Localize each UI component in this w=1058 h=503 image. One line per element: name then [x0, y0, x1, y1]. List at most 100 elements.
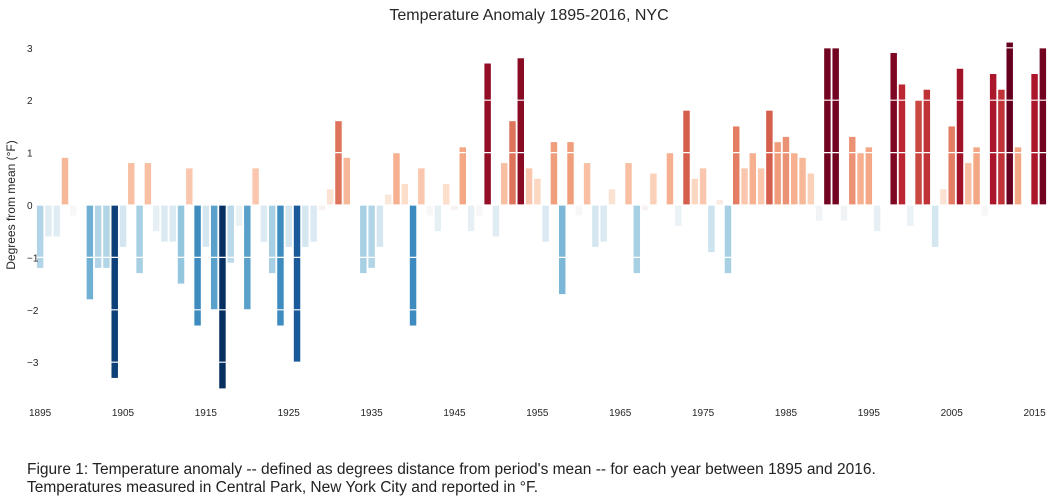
x-tick-label: 1965	[609, 408, 632, 419]
figure-caption: Figure 1: Temperature anomaly -- defined…	[27, 461, 1047, 497]
bar-1947	[467, 205, 475, 232]
y-axis-label: Degrees from mean (°F)	[4, 140, 18, 270]
bar-1983	[766, 110, 773, 205]
y-tick-label: 1	[27, 149, 33, 160]
bar-1979	[733, 126, 740, 205]
grid-layer	[36, 47, 1047, 363]
bar-1950	[492, 205, 500, 237]
bar-1917	[219, 205, 226, 389]
bar-1943	[434, 205, 442, 232]
bar-1952	[509, 121, 516, 205]
bar-1978	[724, 205, 732, 274]
x-tick-label: 1915	[195, 408, 218, 419]
bar-1973	[683, 110, 690, 205]
bar-1968	[641, 205, 649, 211]
bar-1898	[61, 157, 69, 205]
bar-1981	[749, 152, 757, 205]
bar-1914	[194, 205, 201, 326]
x-tick-label: 1955	[526, 408, 549, 419]
bar-1949	[484, 63, 491, 205]
bar-1897	[53, 205, 60, 237]
bar-1985	[782, 136, 790, 205]
bar-2009	[981, 205, 989, 216]
bar-1903	[103, 205, 110, 268]
y-tick-label: −2	[27, 306, 39, 317]
bar-1993	[849, 136, 856, 205]
bar-1959	[567, 142, 574, 205]
bar-1931	[335, 121, 342, 205]
bar-1966	[625, 163, 632, 205]
bar-1998	[890, 53, 897, 205]
bar-2015	[1031, 74, 1038, 205]
bar-1908	[144, 163, 152, 205]
bar-1956	[542, 205, 549, 242]
x-tick-label: 2005	[941, 408, 964, 419]
x-tick-label: 1995	[858, 408, 881, 419]
bar-1980	[741, 168, 748, 205]
bar-1895	[36, 205, 44, 268]
bar-1937	[384, 194, 392, 205]
bar-2000	[907, 205, 914, 226]
chart-title: Temperature Anomaly 1895-2016, NYC	[389, 7, 668, 24]
bar-1932	[343, 157, 350, 205]
bar-1906	[128, 163, 135, 205]
bar-2013	[1014, 147, 1022, 205]
bar-1902	[94, 205, 102, 268]
bar-1928	[310, 205, 317, 242]
y-tick-labels: 3 2 1 0 −1 −2 −3	[27, 44, 39, 369]
x-tick-labels: 1895 1905 1915 1925 1935 1945 1955 1965 1975 1985…	[29, 408, 1046, 419]
bar-1929	[318, 205, 326, 211]
bar-1995	[865, 147, 873, 205]
bar-2003	[931, 205, 939, 247]
bar-1999	[898, 84, 906, 205]
bar-1991	[832, 47, 839, 205]
bar-1915	[202, 205, 210, 247]
bars-layer	[36, 42, 1047, 389]
y-tick-label: 2	[27, 96, 33, 107]
bar-1938	[393, 152, 400, 205]
x-tick-label: 1925	[278, 408, 301, 419]
bar-1942	[426, 205, 433, 216]
bar-1911	[169, 205, 176, 242]
bar-1919	[235, 205, 243, 226]
bar-1953	[517, 58, 525, 205]
bar-1896	[45, 205, 52, 237]
bar-1960	[575, 205, 583, 216]
bar-1904	[111, 205, 118, 378]
bar-1971	[666, 152, 674, 205]
bar-1964	[608, 189, 616, 205]
bar-2010	[989, 74, 997, 205]
bar-2006	[956, 68, 964, 205]
caption-line-2: Temperatures measured in Central Park, N…	[27, 479, 539, 496]
x-tick-label: 1895	[29, 408, 52, 419]
bar-1930	[326, 189, 334, 205]
bar-1992	[840, 205, 848, 221]
bar-1924	[277, 205, 284, 326]
bar-1955	[534, 178, 541, 205]
x-tick-label: 1985	[775, 408, 798, 419]
x-tick-label: 1935	[360, 408, 383, 419]
bar-1990	[824, 47, 831, 205]
bar-1967	[633, 205, 641, 274]
bar-1901	[86, 205, 94, 300]
bar-1961	[583, 163, 591, 205]
bar-1923	[268, 205, 276, 274]
caption-line-1: Figure 1: Temperature anomaly -- defined…	[27, 461, 876, 478]
x-tick-label: 1905	[112, 408, 135, 419]
bar-1940	[409, 205, 417, 326]
x-tick-label: 1975	[692, 408, 715, 419]
bar-1958	[558, 205, 566, 295]
y-tick-label: −3	[27, 358, 39, 369]
y-tick-label: −1	[27, 253, 39, 264]
bar-2011	[998, 89, 1005, 205]
bar-1984	[774, 142, 781, 205]
bar-1921	[252, 168, 259, 205]
bar-1910	[161, 205, 168, 242]
bar-1909	[152, 205, 160, 232]
bar-1936	[376, 205, 384, 247]
y-tick-label: 0	[27, 201, 33, 212]
bar-1925	[285, 205, 292, 247]
bar-1989	[815, 205, 823, 221]
bar-1939	[401, 184, 408, 205]
bar-1905	[119, 205, 127, 247]
